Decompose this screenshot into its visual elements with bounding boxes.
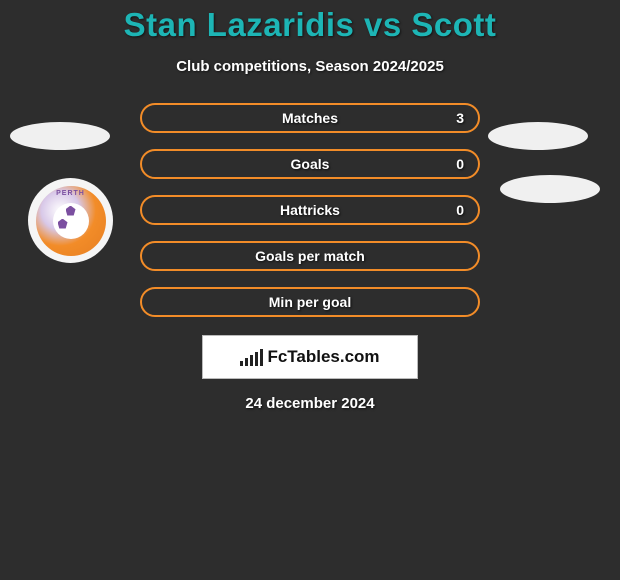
player1-club-logo: PERTH xyxy=(28,178,113,263)
club-logo-text: PERTH xyxy=(56,190,85,197)
brand-watermark[interactable]: FcTables.com xyxy=(202,335,418,379)
comparison-subtitle: Club competitions, Season 2024/2025 xyxy=(0,58,620,75)
stat-row-goals: Goals 0 xyxy=(140,149,480,179)
player1-avatar-placeholder xyxy=(10,122,110,150)
stats-list: Matches 3 Goals 0 Hattricks 0 Goals per … xyxy=(140,103,480,317)
stat-value: 3 xyxy=(456,110,464,126)
bar-chart-icon xyxy=(240,348,263,366)
stat-row-min-per-goal: Min per goal xyxy=(140,287,480,317)
soccer-ball-icon xyxy=(53,203,89,239)
player2-club-placeholder xyxy=(500,175,600,203)
snapshot-date: 24 december 2024 xyxy=(0,395,620,412)
stat-value: 0 xyxy=(456,156,464,172)
stat-label: Min per goal xyxy=(269,294,351,310)
stat-value: 0 xyxy=(456,202,464,218)
stat-row-hattricks: Hattricks 0 xyxy=(140,195,480,225)
stat-row-matches: Matches 3 xyxy=(140,103,480,133)
club-logo-graphic: PERTH xyxy=(36,186,106,256)
brand-name: FcTables.com xyxy=(267,347,379,367)
stat-label: Goals xyxy=(291,156,330,172)
stat-row-goals-per-match: Goals per match xyxy=(140,241,480,271)
comparison-title: Stan Lazaridis vs Scott xyxy=(0,0,620,44)
stat-label: Hattricks xyxy=(280,202,340,218)
stat-label: Goals per match xyxy=(255,248,365,264)
player2-avatar-placeholder xyxy=(488,122,588,150)
stat-label: Matches xyxy=(282,110,338,126)
